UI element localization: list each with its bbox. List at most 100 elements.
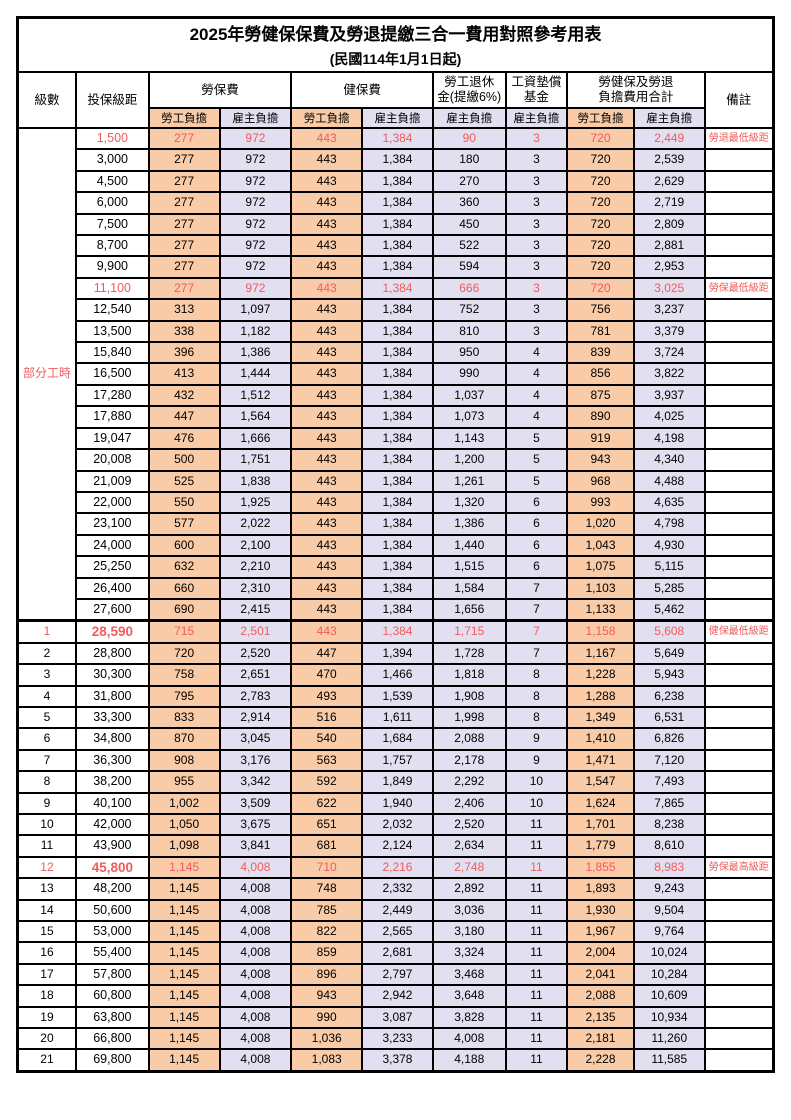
- cell-pension-employer: 1,037: [431, 383, 507, 408]
- cell-li-employer: 2,501: [218, 619, 293, 644]
- total-line2: 負擔費用合計: [598, 90, 674, 104]
- cell-total-employer: 7,865: [632, 791, 706, 816]
- cell-li-employer: 1,925: [218, 490, 293, 515]
- cell-bracket: 27,600: [74, 597, 150, 622]
- pension-line1: 勞工退休: [444, 75, 495, 89]
- cell-note: [703, 962, 775, 987]
- cell-hi-employee: 1,036: [290, 1027, 364, 1051]
- table-row: 3 30,300 758 2,651 470 1,466 1,818 8 1,228 5,943: [16, 663, 775, 687]
- cell-note: [703, 512, 775, 536]
- cell-pension-employer: 1,073: [431, 405, 507, 429]
- cell-note: [703, 533, 775, 558]
- cell-li-employee: 833: [147, 705, 221, 730]
- cell-li-employer: 3,509: [218, 791, 293, 816]
- cell-hi-employee: 990: [290, 1005, 364, 1030]
- col-header-pension: 勞工退休 金(提繳6%): [431, 71, 507, 109]
- cell-note: [703, 148, 775, 172]
- cell-li-employee: 277: [147, 234, 221, 258]
- cell-hi-employer: 2,797: [361, 962, 434, 987]
- cell-note: [703, 941, 775, 965]
- cell-note: [703, 469, 775, 493]
- cell-total-employee: 1,167: [566, 641, 635, 666]
- cell-li-employee: 690: [147, 597, 221, 622]
- cell-fund-employer: 11: [504, 855, 569, 880]
- subheader-total-employer: 雇主負擔: [632, 107, 706, 129]
- cell-pension-employer: 4,008: [431, 1027, 507, 1051]
- cell-total-employee: 1,967: [566, 920, 635, 944]
- cell-bracket: 42,000: [74, 812, 150, 837]
- cell-total-employee: 968: [566, 469, 635, 493]
- cell-pension-employer: 1,320: [431, 490, 507, 515]
- cell-total-employee: 890: [566, 405, 635, 429]
- cell-note: [703, 234, 775, 258]
- cell-total-employer: 5,285: [632, 576, 706, 600]
- cell-level: 20: [16, 1027, 77, 1051]
- cell-fund-employer: 5: [504, 426, 569, 451]
- cell-total-employer: 8,238: [632, 812, 706, 837]
- cell-pension-employer: 3,036: [431, 898, 507, 923]
- subheader-total-employee: 勞工負擔: [566, 107, 635, 129]
- cell-total-employer: 2,719: [632, 191, 706, 215]
- cell-hi-employee: 443: [290, 512, 364, 536]
- col-header-health-insurance: 健保費: [290, 71, 434, 109]
- cell-hi-employee: 516: [290, 705, 364, 730]
- table-row: 11,100 277 972 443 1,384 666 3 720 3,025 勞保最低級距: [18, 276, 775, 301]
- cell-hi-employee: 710: [290, 855, 364, 880]
- cell-hi-employee: 443: [290, 212, 364, 237]
- table-header: 2025年勞健保保費及勞退提繳三合一費用對照參考用表 (民國114年1月1日起)…: [16, 16, 775, 129]
- cell-note: 勞退最低級距: [703, 126, 775, 151]
- cell-li-employee: 525: [147, 469, 221, 493]
- cell-pension-employer: 1,200: [431, 448, 507, 472]
- cell-total-employee: 720: [566, 255, 635, 279]
- cell-fund-employer: 7: [504, 576, 569, 600]
- cell-bracket: 17,880: [74, 405, 150, 429]
- cell-fund-employer: 9: [504, 727, 569, 751]
- cell-hi-employee: 443: [290, 426, 364, 451]
- cell-bracket: 19,047: [74, 426, 150, 451]
- cell-li-employer: 3,176: [218, 748, 293, 773]
- cell-note: [703, 791, 775, 816]
- cell-fund-employer: 11: [504, 877, 569, 901]
- cell-total-employee: 1,779: [566, 834, 635, 858]
- cell-fund-employer: 8: [504, 663, 569, 687]
- cell-note: [703, 319, 775, 344]
- cell-pension-employer: 3,468: [431, 962, 507, 987]
- table-row: 23,100 577 2,022 443 1,384 1,386 6 1,020 4,798: [18, 512, 775, 536]
- cell-total-employer: 7,120: [632, 748, 706, 773]
- cell-bracket: 53,000: [74, 920, 150, 944]
- cell-bracket: 34,800: [74, 727, 150, 751]
- header-group-row: 級數 投保級距 勞保費 健保費 勞工退休 金(提繳6%) 工資墊償 基金 勞健保…: [16, 71, 775, 129]
- cell-li-employee: 870: [147, 727, 221, 751]
- table-row: 14 50,600 1,145 4,008 785 2,449 3,036 11 1,930 9,…: [16, 898, 775, 923]
- cell-li-employer: 1,751: [218, 448, 293, 472]
- cell-total-employee: 1,288: [566, 684, 635, 708]
- cell-total-employer: 2,539: [632, 148, 706, 172]
- cell-level: 21: [16, 1048, 77, 1073]
- cell-fund-employer: 3: [504, 298, 569, 322]
- cell-total-employee: 2,135: [566, 1005, 635, 1030]
- cell-li-employee: 955: [147, 770, 221, 794]
- cell-total-employer: 5,115: [632, 555, 706, 579]
- cell-pension-employer: 360: [431, 191, 507, 215]
- cell-bracket: 4,500: [74, 169, 150, 194]
- table-row: 3,000 277 972 443 1,384 180 3 720 2,539: [18, 148, 775, 172]
- cell-bracket: 15,840: [74, 341, 150, 365]
- cell-level: 1: [16, 619, 77, 644]
- cell-li-employer: 3,675: [218, 812, 293, 837]
- cell-total-employee: 2,181: [566, 1027, 635, 1051]
- cell-total-employer: 4,025: [632, 405, 706, 429]
- cell-total-employer: 3,237: [632, 298, 706, 322]
- cell-total-employer: 8,610: [632, 834, 706, 858]
- cell-hi-employee: 470: [290, 663, 364, 687]
- cell-note: [703, 362, 775, 386]
- cell-total-employee: 1,133: [566, 597, 635, 622]
- cell-note: [703, 426, 775, 451]
- cell-li-employer: 972: [218, 255, 293, 279]
- cell-hi-employee: 443: [290, 448, 364, 472]
- cell-hi-employer: 1,384: [361, 619, 434, 644]
- table-row: 8 38,200 955 3,342 592 1,849 2,292 10 1,547 7,493: [16, 770, 775, 794]
- cell-total-employee: 2,004: [566, 941, 635, 965]
- cell-fund-employer: 8: [504, 684, 569, 708]
- cell-bracket: 55,400: [74, 941, 150, 965]
- cell-note: 勞保最高級距: [703, 855, 775, 880]
